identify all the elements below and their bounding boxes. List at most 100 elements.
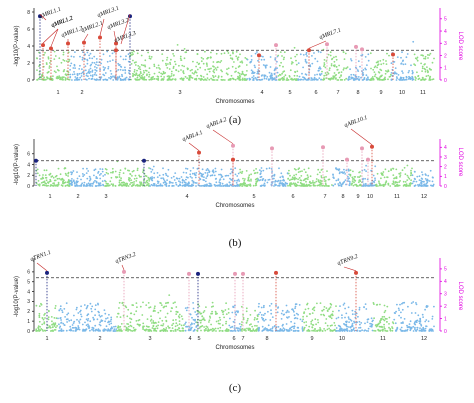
snp-point — [283, 51, 286, 54]
snp-point — [181, 64, 184, 67]
snp-point — [186, 168, 189, 170]
snp-point — [328, 327, 330, 330]
snp-point — [127, 53, 130, 56]
snp-point — [407, 184, 410, 187]
snp-point — [297, 178, 299, 181]
snp-point — [256, 51, 258, 53]
snp-point — [70, 182, 73, 185]
snp-point — [402, 79, 404, 81]
snp-point — [301, 72, 303, 75]
snp-point — [341, 314, 343, 317]
snp-point — [116, 76, 119, 79]
snp-point — [251, 76, 254, 79]
snp-point — [132, 53, 134, 56]
snp-point — [256, 179, 259, 182]
chromosome-label: 2 — [80, 90, 83, 96]
snp-point — [168, 294, 171, 296]
snp-point — [298, 304, 301, 306]
snp-point — [243, 74, 246, 77]
snp-point — [192, 307, 195, 310]
snp-point — [428, 67, 431, 70]
snp-point — [403, 330, 405, 332]
snp-point — [42, 330, 44, 332]
snp-point — [429, 169, 432, 172]
snp-point — [115, 176, 117, 178]
snp-point — [198, 184, 201, 187]
snp-point — [249, 328, 252, 331]
snp-point — [70, 55, 73, 58]
snp-point — [329, 329, 332, 332]
snp-point — [347, 306, 350, 309]
snp-point — [268, 305, 271, 307]
snp-point — [202, 62, 205, 65]
snp-point — [124, 325, 126, 328]
snp-point — [51, 326, 54, 328]
snp-point — [421, 70, 423, 72]
snp-point — [58, 309, 61, 312]
snp-point — [260, 306, 263, 309]
snp-point — [220, 75, 223, 78]
snp-point — [312, 329, 315, 332]
snp-point — [210, 51, 212, 54]
qtl-marker — [241, 271, 245, 276]
snp-point — [59, 307, 62, 310]
snp-point — [236, 310, 238, 313]
qtl-marker — [354, 44, 358, 49]
snp-point — [287, 177, 290, 180]
snp-point — [174, 301, 176, 304]
snp-point — [159, 330, 162, 332]
snp-point — [289, 184, 291, 187]
snp-point — [282, 65, 284, 68]
snp-point — [402, 185, 405, 187]
snp-point — [81, 58, 84, 61]
snp-point — [268, 78, 270, 80]
snp-point — [145, 184, 148, 187]
qtl-label: qMRL1.1 — [39, 7, 62, 20]
snp-point — [215, 330, 217, 332]
chromosome-label: 11 — [394, 194, 400, 200]
snp-point — [329, 51, 332, 54]
snp-point — [219, 319, 222, 321]
snp-point — [118, 171, 121, 174]
snp-point — [129, 321, 132, 324]
snp-point — [423, 63, 426, 66]
snp-point — [259, 173, 262, 176]
snp-point — [226, 68, 228, 70]
snp-point — [185, 172, 188, 174]
snp-point — [225, 313, 228, 315]
snp-point — [382, 174, 384, 177]
snp-point — [385, 63, 388, 65]
snp-point — [142, 78, 144, 81]
snp-point — [110, 183, 113, 186]
snp-point — [148, 167, 150, 169]
snp-point — [38, 314, 41, 317]
snp-point — [130, 181, 133, 184]
snp-point — [252, 77, 255, 80]
snp-point — [214, 310, 217, 313]
snp-point — [367, 53, 370, 56]
snp-point — [318, 73, 321, 75]
snp-point — [159, 309, 162, 312]
qtl-marker — [231, 143, 235, 148]
snp-point — [75, 328, 78, 330]
snp-point — [139, 181, 141, 184]
snp-point — [239, 325, 242, 328]
snp-point — [318, 66, 321, 68]
snp-point — [127, 308, 130, 311]
snp-point — [97, 303, 99, 306]
snp-point — [191, 177, 193, 179]
snp-point — [119, 55, 122, 58]
snp-point — [211, 310, 214, 313]
snp-point — [407, 305, 409, 308]
snp-point — [297, 313, 299, 316]
snp-point — [372, 184, 375, 187]
snp-point — [157, 324, 160, 327]
snp-point — [321, 70, 323, 73]
snp-point — [264, 179, 267, 182]
snp-point — [60, 319, 62, 321]
y-tick-label: 6 — [27, 152, 30, 158]
snp-point — [181, 318, 184, 320]
snp-point — [395, 181, 397, 184]
snp-point — [426, 181, 429, 184]
qtl-marker — [366, 157, 370, 162]
